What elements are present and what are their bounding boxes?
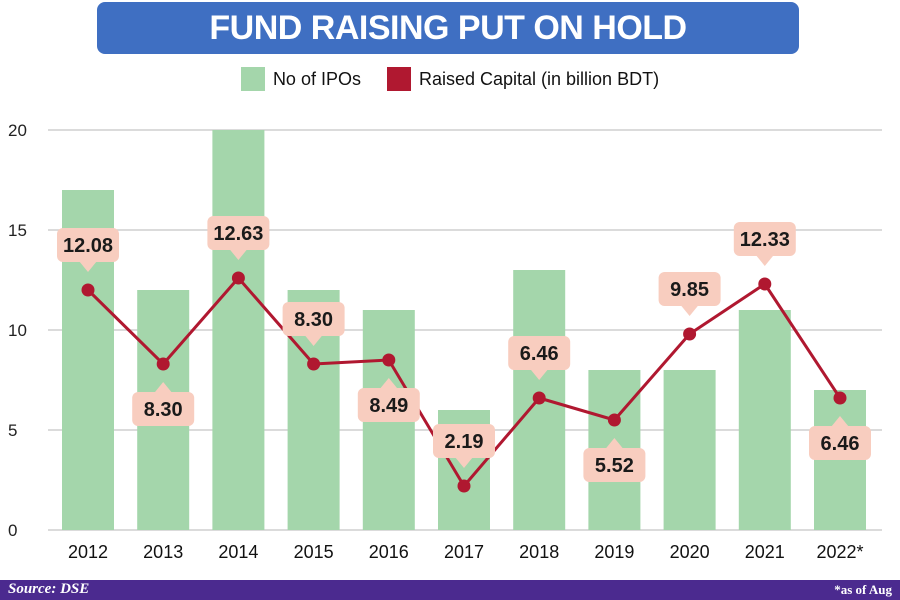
x-tick-label: 2019 [594, 542, 634, 562]
data-label-box [132, 392, 195, 426]
bar [738, 310, 791, 530]
data-point [683, 327, 697, 341]
data-label-box [508, 336, 571, 370]
data-label: 12.63 [213, 223, 263, 245]
bar [212, 130, 265, 530]
data-label-box [658, 272, 721, 306]
data-label: 12.08 [63, 235, 113, 257]
data-point [382, 353, 396, 367]
x-tick-label: 2018 [519, 542, 559, 562]
x-tick-label: 2020 [670, 542, 710, 562]
data-label: 9.85 [670, 279, 709, 301]
data-label-pointer [755, 255, 774, 266]
legend: No of IPOs Raised Capital (in billion BD… [0, 64, 900, 94]
data-label-pointer [455, 457, 473, 468]
data-label-box [433, 424, 495, 458]
chart-plot: 0 5 10 15 20 2012 2013 2014 2015 2016 2017 2018 2019… [8, 121, 882, 562]
data-label: 8.49 [369, 395, 408, 417]
y-tick-label: 0 [8, 521, 17, 540]
data-point [607, 413, 621, 427]
data-label-pointer [379, 378, 398, 389]
data-point [833, 391, 847, 405]
x-tick-label: 2014 [218, 542, 258, 562]
legend-label-ipos: No of IPOs [272, 68, 361, 89]
y-tick-label: 20 [8, 121, 27, 140]
data-label-box [282, 302, 345, 336]
data-label: 2.19 [445, 431, 484, 453]
x-tick-label: 2015 [294, 542, 334, 562]
data-label-pointer [680, 305, 699, 316]
x-tick-label: 2017 [444, 542, 484, 562]
legend-label-capital: Raised Capital (in billion BDT) [418, 68, 660, 89]
data-label-pointer [831, 416, 849, 427]
data-label-pointer [304, 335, 323, 346]
data-label: 6.46 [821, 433, 860, 455]
data-label-pointer [79, 261, 97, 272]
data-label-pointer [530, 369, 549, 380]
data-label-box [207, 216, 270, 250]
x-tick-label: 2016 [369, 542, 409, 562]
footer-bar: Source: DSE *as of Aug [0, 580, 900, 600]
data-label-pointer [229, 249, 248, 260]
data-label-box [809, 426, 871, 460]
data-point [231, 271, 245, 285]
x-tick-label: 2021 [745, 542, 785, 562]
legend-item-capital: Raised Capital (in billion BDT) [386, 67, 660, 91]
legend-item-ipos: No of IPOs [240, 67, 361, 91]
x-tick-label: 2013 [143, 542, 183, 562]
data-point [457, 479, 471, 493]
data-label-pointer [154, 382, 173, 393]
data-label: 12.33 [740, 229, 790, 251]
x-tick-label: 2022* [816, 542, 863, 562]
y-tick-label: 10 [8, 321, 27, 340]
data-point [758, 277, 772, 291]
data-label: 8.30 [294, 309, 333, 331]
legend-swatch-capital [386, 67, 411, 91]
data-point [307, 357, 321, 371]
footnote: *as of Aug [834, 582, 892, 597]
data-label-box [357, 388, 420, 422]
chart-title: FUND RAISING PUT ON HOLD [209, 8, 687, 47]
x-tick-label: 2012 [68, 542, 108, 562]
title-banner: FUND RAISING PUT ON HOLD [97, 2, 799, 54]
data-point [532, 391, 546, 405]
data-label: 5.52 [595, 455, 634, 477]
data-label-box [583, 448, 646, 482]
data-label-pointer [605, 438, 624, 449]
data-label: 6.46 [520, 343, 559, 365]
legend-swatch-ipos [240, 67, 265, 91]
data-label-box [57, 228, 119, 262]
bar [663, 370, 716, 530]
data-point [81, 283, 95, 297]
data-label: 8.30 [144, 399, 183, 421]
y-tick-label: 15 [8, 221, 27, 240]
y-tick-label: 5 [8, 421, 17, 440]
source-note: Source: DSE [8, 581, 90, 597]
data-label-box [733, 222, 796, 256]
data-point [156, 357, 170, 371]
